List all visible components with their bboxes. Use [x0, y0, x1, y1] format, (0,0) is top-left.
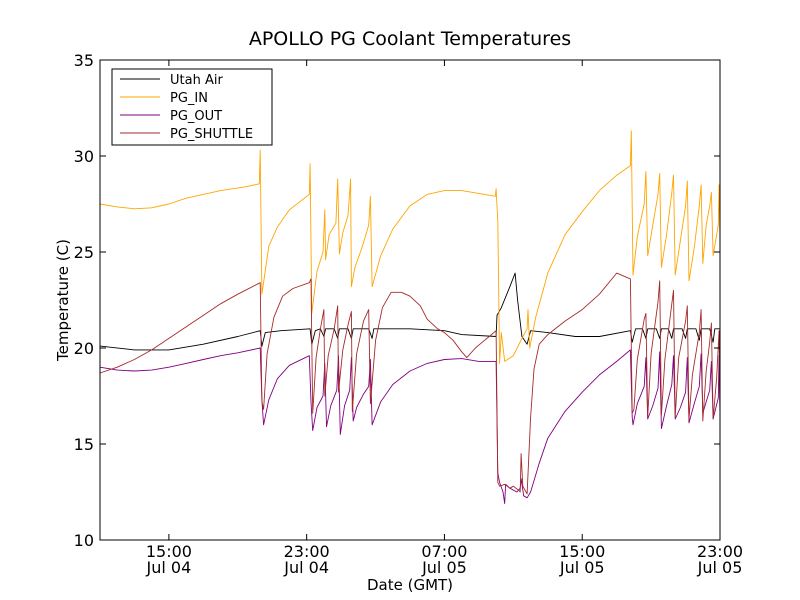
legend-box [111, 68, 273, 146]
y-tick-label: 30 [74, 147, 94, 166]
x-tick-label-date: Jul 05 [559, 558, 605, 577]
plot-area [99, 130, 721, 504]
series-line-pg-shuttle [99, 272, 721, 495]
plot-frame [99, 59, 721, 541]
chart-title: APOLLO PG Coolant Temperatures [249, 28, 571, 50]
x-tick-label-time: 23:00 [697, 542, 743, 561]
y-tick-label: 35 [74, 51, 94, 70]
legend-label-pg-out: PG_OUT [170, 109, 222, 124]
x-tick-label-date: Jul 05 [697, 558, 743, 577]
x-tick-label-date: Jul 05 [421, 558, 467, 577]
x-tick-label-date: Jul 04 [283, 558, 329, 577]
y-tick-label: 15 [74, 435, 94, 454]
x-tick-label-time: 23:00 [284, 542, 330, 561]
x-tick-label-time: 15:00 [146, 542, 192, 561]
y-axis: 10 15 20 25 30 35 [74, 51, 720, 550]
y-tick-label: 25 [74, 243, 94, 262]
x-tick-label-time: 07:00 [421, 542, 467, 561]
y-axis-label: Temperature (C) [54, 239, 72, 362]
legend: Utah Air PG_IN PG_OUT PG_SHUTTLE [111, 68, 273, 146]
legend-label-pg-in: PG_IN [170, 91, 208, 106]
series-line-pg-out [99, 347, 721, 504]
x-tick-label-date: Jul 04 [146, 558, 192, 577]
legend-label-utah-air: Utah Air [170, 73, 223, 88]
legend-label-pg-shuttle: PG_SHUTTLE [170, 127, 253, 142]
x-tick-label-time: 15:00 [559, 542, 605, 561]
y-tick-label: 20 [74, 339, 94, 358]
y-tick-label: 10 [74, 531, 94, 550]
series-line-pg-in [99, 130, 721, 364]
x-axis-label: Date (GMT) [367, 576, 453, 594]
